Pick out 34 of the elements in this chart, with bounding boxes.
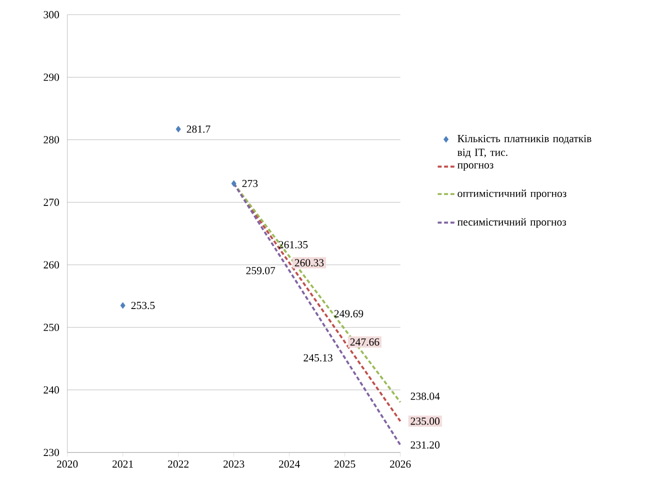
legend-label: Кількість платників податків від IT, тис. <box>458 135 592 158</box>
data-label: 247.66 <box>350 338 380 346</box>
data-label: 238.04 <box>410 392 440 400</box>
data-label: 261.35 <box>278 241 308 248</box>
x-tick-label: 2022 <box>168 460 189 468</box>
data-label: 259.07 <box>246 267 276 274</box>
data-label: 231.20 <box>410 441 440 449</box>
point <box>120 302 126 309</box>
point <box>176 126 181 132</box>
data-label: 273 <box>242 180 258 188</box>
data-label: 249.69 <box>334 310 364 318</box>
data-label: 281.7 <box>186 126 210 133</box>
legend-label: оптимістичний прогноз <box>458 190 566 200</box>
y-tick-label: 250 <box>44 324 59 332</box>
data-label: 235.00 <box>410 418 440 425</box>
legend-label: песимістичний прогноз <box>458 218 566 228</box>
y-tick-label: 300 <box>44 11 59 18</box>
y-tick-label: 290 <box>44 74 59 81</box>
y-tick-label: 260 <box>44 261 59 269</box>
y-tick-label: 280 <box>44 136 59 144</box>
legend-label: прогноз <box>458 163 494 171</box>
y-tick-label: 270 <box>44 198 59 206</box>
data-label: 253.5 <box>131 302 155 310</box>
data-label: 260.33 <box>294 259 324 266</box>
y-tick-label: 240 <box>44 386 59 394</box>
y-tick-label: 230 <box>44 448 59 456</box>
x-tick-label: 2024 <box>279 460 300 468</box>
x-tick-label: 2025 <box>334 460 356 468</box>
x-tick-label: 2026 <box>390 460 411 468</box>
x-tick-label: 2021 <box>112 460 133 468</box>
x-tick-label: 2023 <box>224 460 244 468</box>
x-tick-label: 2020 <box>57 460 78 468</box>
point <box>231 180 236 187</box>
data-label: 245.13 <box>304 354 332 362</box>
